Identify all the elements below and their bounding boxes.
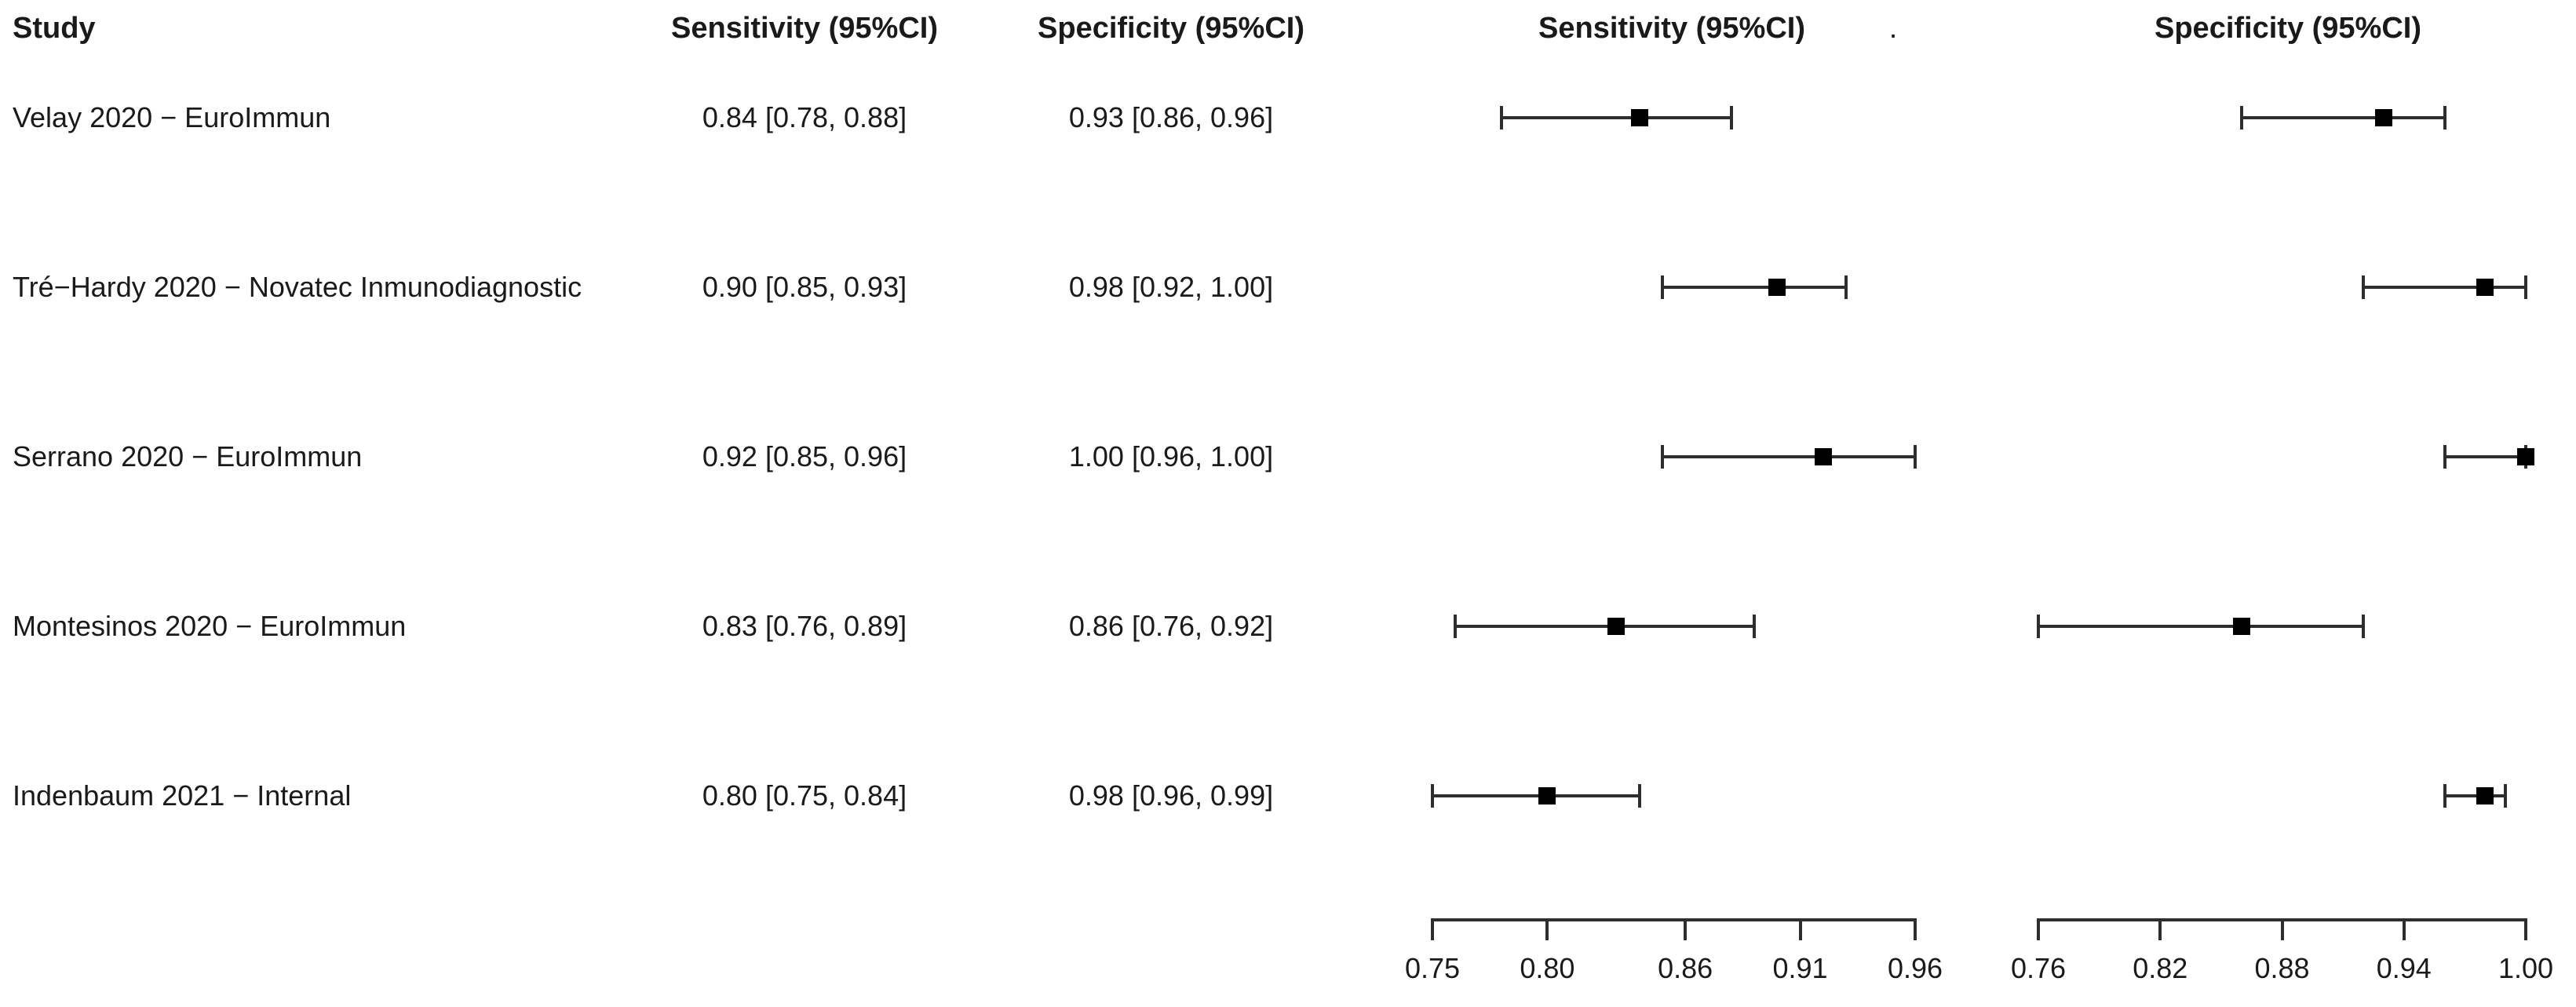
sensitivity-axis-tick	[1798, 918, 1802, 940]
specificity-point-estimate-marker	[2374, 109, 2392, 126]
sensitivity-value: 0.80 [0.75, 0.84]	[702, 779, 907, 812]
specificity-ci-line	[2444, 794, 2506, 797]
study-label: Serrano 2020 − EuroImmun	[13, 440, 363, 472]
specificity-axis-tick-label: 0.94	[2376, 952, 2432, 984]
specificity-value: 0.86 [0.76, 0.92]	[1068, 610, 1274, 642]
sensitivity-value: 0.92 [0.85, 0.96]	[702, 440, 907, 472]
sensitivity-axis-tick-label: 0.91	[1772, 952, 1828, 984]
specificity-axis-tick	[2037, 918, 2040, 940]
sensitivity-ci-cap-low	[1660, 275, 1664, 299]
specificity-ci-line	[2038, 625, 2363, 628]
sensitivity-axis-tick	[1914, 918, 1917, 940]
sensitivity-axis-tick	[1545, 918, 1549, 940]
specificity-ci-cap-high	[2524, 275, 2527, 299]
specificity-ci-cap-low	[2443, 445, 2446, 469]
specificity-ci-line	[2241, 116, 2445, 119]
specificity-ci-cap-low	[2239, 106, 2243, 130]
column-header-sensitivity-values: Sensitivity (95%CI)	[671, 12, 938, 45]
specificity-point-estimate-marker	[2476, 279, 2494, 296]
specificity-axis-tick-label: 0.82	[2133, 952, 2188, 984]
sensitivity-axis-tick	[1431, 918, 1434, 940]
sensitivity-value: 0.90 [0.85, 0.93]	[702, 271, 907, 303]
sensitivity-ci-cap-high	[1729, 106, 1733, 130]
study-label: Indenbaum 2021 − Internal	[13, 779, 352, 812]
specificity-ci-cap-high	[2443, 106, 2446, 130]
sensitivity-ci-line	[1455, 625, 1754, 628]
sensitivity-point-estimate-marker	[1630, 109, 1648, 126]
sensitivity-ci-line	[1662, 286, 1847, 289]
specificity-value: 0.93 [0.86, 0.96]	[1068, 101, 1274, 133]
sensitivity-ci-line	[1662, 455, 1915, 458]
sensitivity-point-estimate-marker	[1768, 279, 1786, 296]
sensitivity-ci-cap-high	[1844, 275, 1848, 299]
sensitivity-ci-cap-high	[1753, 615, 1756, 638]
specificity-ci-cap-low	[2362, 275, 2365, 299]
sensitivity-ci-line	[1501, 116, 1731, 119]
specificity-ci-cap-high	[2362, 615, 2365, 638]
sensitivity-value: 0.83 [0.76, 0.89]	[702, 610, 907, 642]
sensitivity-point-estimate-marker	[1538, 787, 1556, 805]
specificity-point-estimate-marker	[2517, 448, 2534, 465]
sensitivity-axis-tick-label: 0.80	[1520, 952, 1575, 984]
specificity-ci-line	[2444, 455, 2526, 458]
sensitivity-ci-cap-low	[1660, 445, 1664, 469]
specificity-value: 1.00 [0.96, 1.00]	[1068, 440, 1274, 472]
specificity-axis-tick-label: 0.88	[2254, 952, 2310, 984]
sensitivity-point-estimate-marker	[1814, 448, 1832, 465]
sensitivity-axis-tick-label: 0.96	[1887, 952, 1943, 984]
sensitivity-axis-tick-label: 0.86	[1658, 952, 1713, 984]
specificity-value: 0.98 [0.92, 1.00]	[1068, 271, 1274, 303]
sensitivity-axis-line	[1431, 918, 1917, 921]
specificity-point-estimate-marker	[2476, 787, 2494, 805]
specificity-value: 0.98 [0.96, 0.99]	[1068, 779, 1274, 812]
study-label: Tré−Hardy 2020 − Novatec Inmunodiagnosti…	[13, 271, 582, 303]
sensitivity-ci-line	[1432, 794, 1640, 797]
specificity-ci-cap-low	[2443, 784, 2446, 808]
column-header-study: Study	[13, 12, 96, 45]
sensitivity-axis-tick-label: 0.75	[1404, 952, 1461, 984]
study-label: Velay 2020 − EuroImmun	[13, 101, 331, 133]
sensitivity-ci-cap-low	[1431, 784, 1434, 808]
plot-header-specificity: Specificity (95%CI)	[2155, 12, 2421, 45]
specificity-axis-tick-label: 1.00	[2498, 952, 2554, 984]
specificity-axis-tick-label: 0.76	[2010, 952, 2067, 984]
specificity-axis-tick	[2280, 918, 2284, 940]
specificity-ci-cap-high	[2504, 784, 2508, 808]
specificity-ci-cap-low	[2037, 615, 2040, 638]
sensitivity-ci-cap-low	[1454, 615, 1458, 638]
specificity-axis-tick	[2402, 918, 2406, 940]
sensitivity-value: 0.84 [0.78, 0.88]	[702, 101, 907, 133]
specificity-point-estimate-marker	[2232, 618, 2250, 635]
sensitivity-axis-tick	[1684, 918, 1688, 940]
sensitivity-ci-cap-high	[1637, 784, 1641, 808]
specificity-axis-tick	[2524, 918, 2527, 940]
specificity-ci-line	[2363, 286, 2526, 289]
plot-header-sensitivity: Sensitivity (95%CI)	[1538, 12, 1805, 45]
sensitivity-ci-cap-high	[1914, 445, 1917, 469]
sensitivity-ci-cap-low	[1499, 106, 1503, 130]
sensitivity-point-estimate-marker	[1607, 618, 1626, 635]
study-label: Montesinos 2020 − EuroImmun	[13, 610, 407, 642]
specificity-axis-tick	[2158, 918, 2162, 940]
column-header-specificity-values: Specificity (95%CI)	[1038, 12, 1304, 45]
header-separator-dot: .	[1888, 12, 1898, 45]
